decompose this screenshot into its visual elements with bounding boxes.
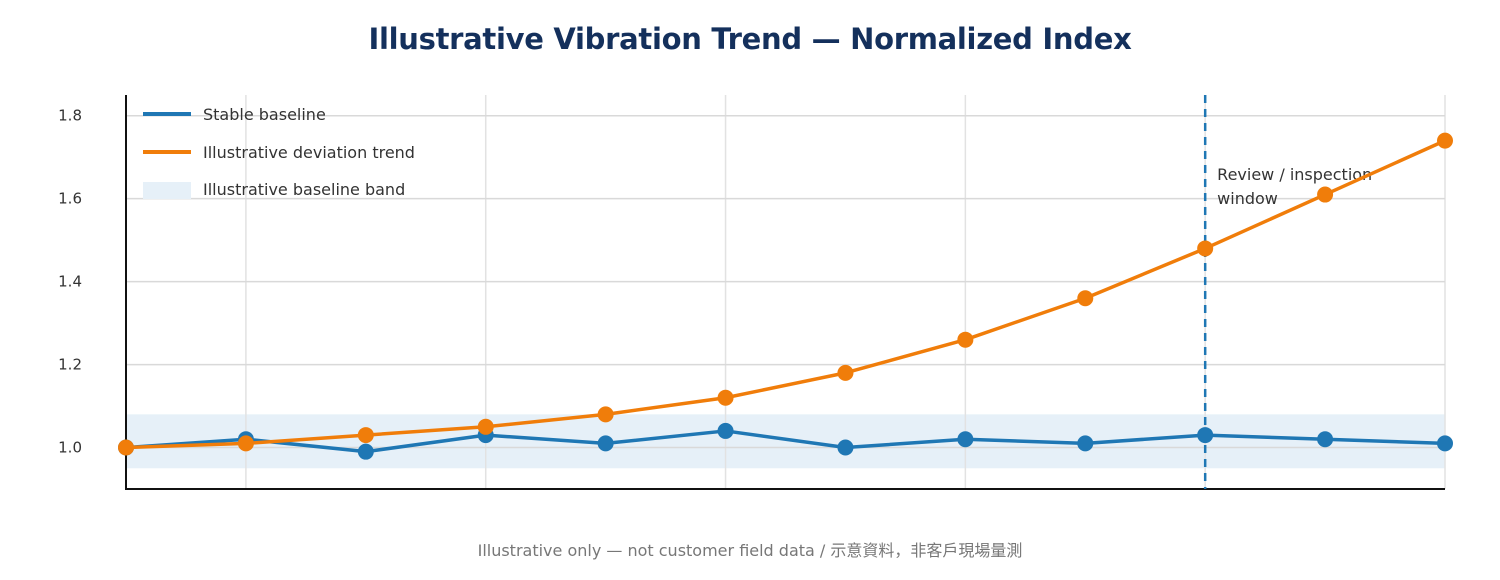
data-point-stable-baseline xyxy=(1317,431,1334,448)
axis-layer xyxy=(125,95,1445,490)
data-point-stable-baseline xyxy=(597,435,614,452)
footnote: Illustrative only — not customer field d… xyxy=(477,541,1023,560)
data-point-stable-baseline xyxy=(357,443,374,460)
inspection-window-label: window xyxy=(1217,189,1278,208)
chart-title: Illustrative Vibration Trend — Normalize… xyxy=(368,22,1132,56)
data-point-deviation-trend xyxy=(1317,186,1334,203)
data-point-stable-baseline xyxy=(1197,427,1214,444)
legend-label: Stable baseline xyxy=(203,105,326,124)
data-point-stable-baseline xyxy=(1437,435,1453,452)
data-point-deviation-trend xyxy=(477,418,494,435)
y-tick-label: 1.2 xyxy=(58,356,82,374)
data-point-stable-baseline xyxy=(957,431,974,448)
data-point-deviation-trend xyxy=(1077,290,1094,307)
data-point-deviation-trend xyxy=(237,435,254,452)
legend-label: Illustrative baseline band xyxy=(203,180,405,199)
y-tick-label: 1.8 xyxy=(58,107,82,125)
data-point-deviation-trend xyxy=(597,406,614,423)
data-point-stable-baseline xyxy=(717,422,734,439)
data-point-deviation-trend xyxy=(118,439,134,456)
y-tick-labels: 1.0 1.2 1.4 1.6 1.8 xyxy=(58,107,82,457)
grid-layer xyxy=(126,95,1446,489)
data-point-stable-baseline xyxy=(837,439,854,456)
legend: Stable baseline Illustrative deviation tr… xyxy=(143,105,415,199)
inspection-window-layer: Review / inspection window xyxy=(1203,95,1372,489)
y-tick-label: 1.0 xyxy=(58,439,82,457)
y-tick-label: 1.6 xyxy=(58,190,82,208)
data-point-deviation-trend xyxy=(837,364,854,381)
data-point-deviation-trend xyxy=(357,427,374,444)
baseline-band-layer xyxy=(126,414,1445,469)
legend-swatch xyxy=(143,182,191,199)
inspection-window-label: Review / inspection xyxy=(1217,165,1372,184)
series-layer xyxy=(118,132,1453,460)
data-point-deviation-trend xyxy=(957,331,974,348)
legend-label: Illustrative deviation trend xyxy=(203,143,415,162)
data-point-stable-baseline xyxy=(1077,435,1094,452)
data-point-deviation-trend xyxy=(717,389,734,406)
y-tick-label: 1.4 xyxy=(58,273,82,291)
series-line-stable-baseline xyxy=(125,429,1446,454)
data-point-deviation-trend xyxy=(1437,132,1453,149)
data-point-deviation-trend xyxy=(1197,240,1214,257)
baseline-band xyxy=(126,414,1445,469)
series-line-deviation-trend xyxy=(125,139,1446,450)
